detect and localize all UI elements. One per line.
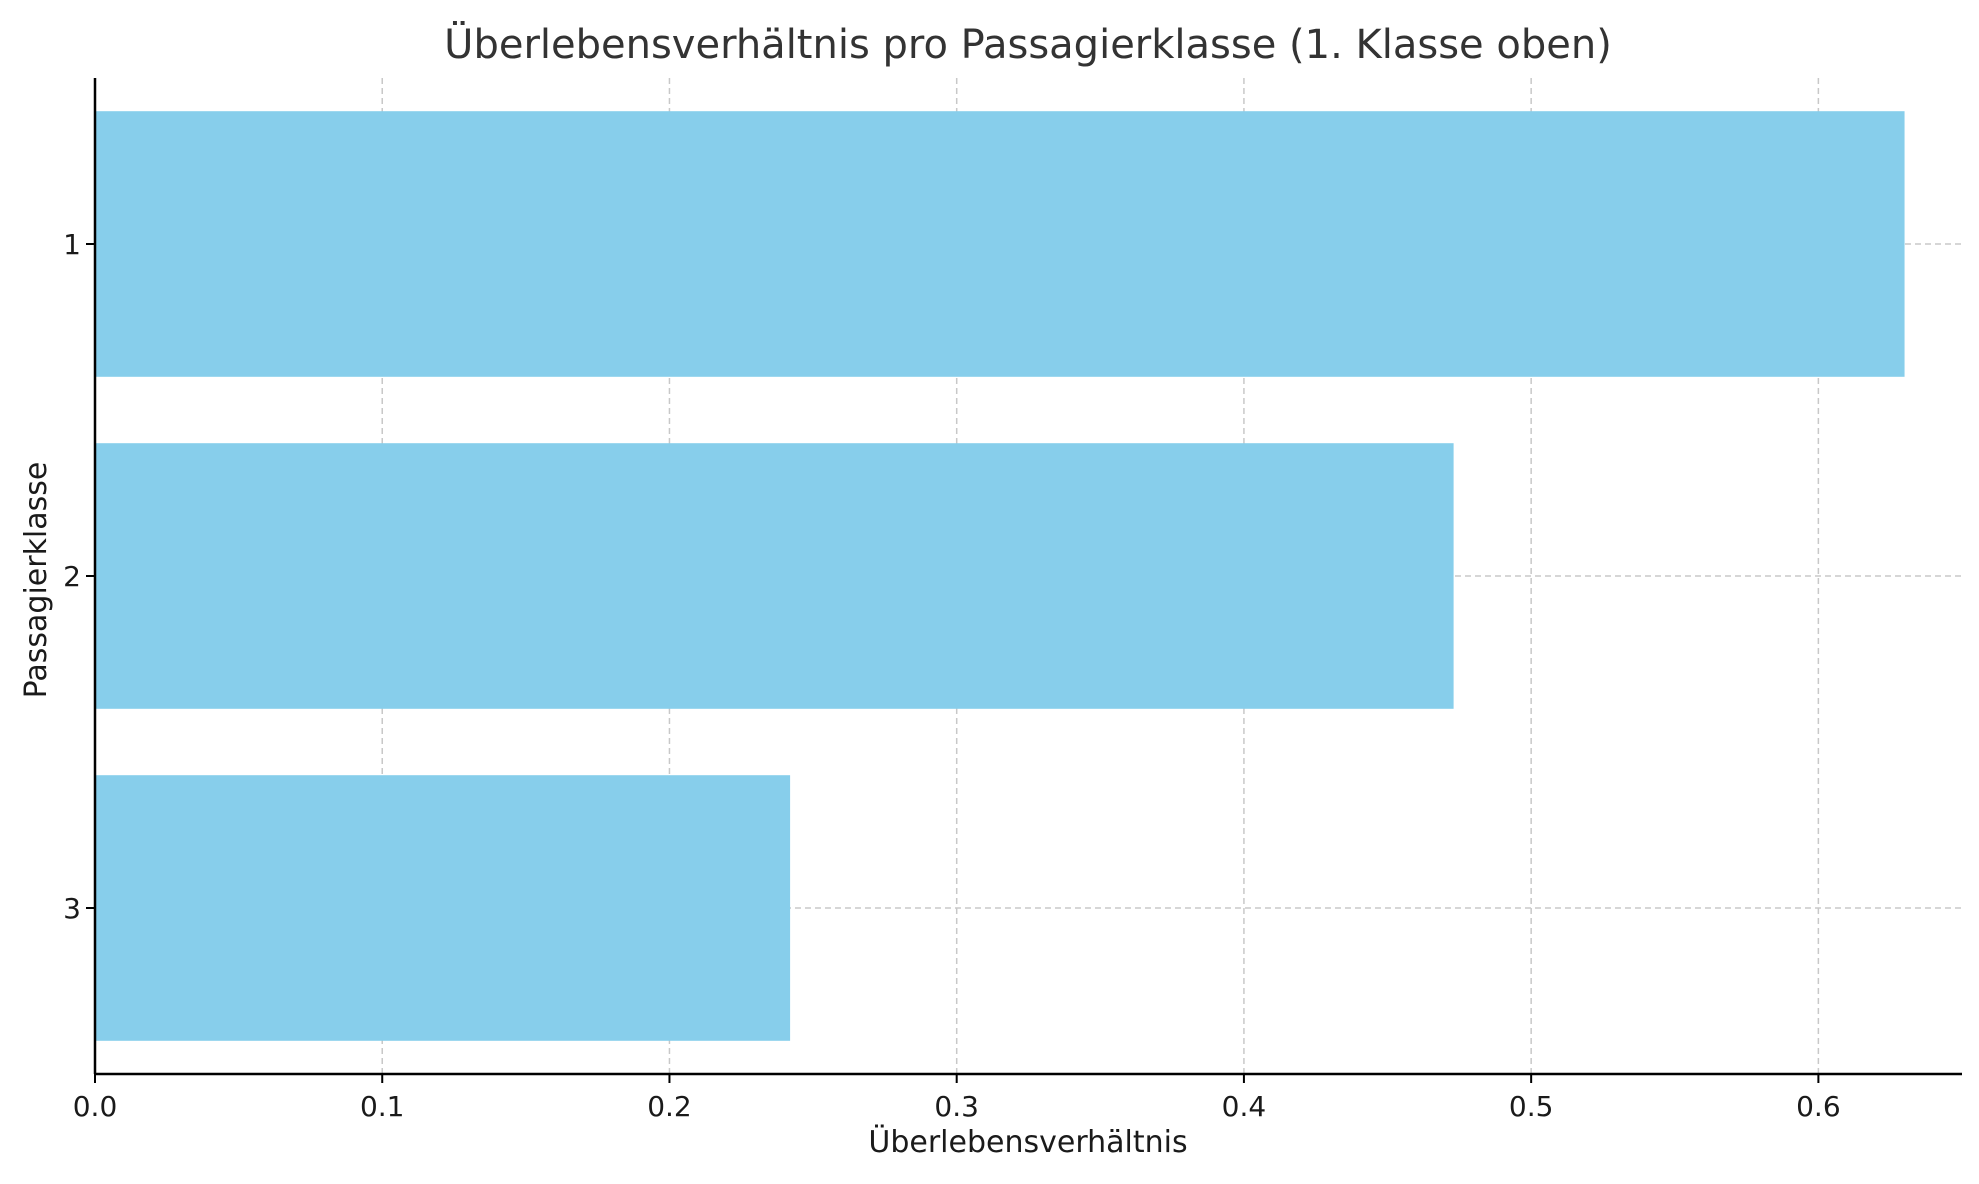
x-tick-label: 0.5: [1509, 1090, 1554, 1123]
y-axis-label: Passagierklasse: [19, 462, 54, 699]
x-tick-label: 0.1: [360, 1090, 405, 1123]
ticks-layer: 0.0 0.1 0.2 0.3 0.4 0.5 0.6 1 2 3: [63, 228, 1840, 1123]
chart-title: Überlebensverhältnis pro Passagierklasse…: [444, 20, 1612, 68]
bar-class-3: [95, 775, 791, 1041]
x-axis-label: Überlebensverhältnis: [868, 1124, 1187, 1160]
bar-class-2: [95, 443, 1454, 709]
x-tick-label: 0.0: [73, 1090, 118, 1123]
y-tick-label: 2: [63, 560, 81, 593]
bar-class-1: [95, 111, 1905, 377]
x-tick-label: 0.4: [1222, 1090, 1267, 1123]
bars-layer: [95, 111, 1905, 1041]
y-tick-label: 3: [63, 892, 81, 925]
x-tick-label: 0.2: [647, 1090, 692, 1123]
y-tick-label: 1: [63, 228, 81, 261]
x-tick-label: 0.6: [1796, 1090, 1841, 1123]
x-tick-label: 0.3: [934, 1090, 979, 1123]
